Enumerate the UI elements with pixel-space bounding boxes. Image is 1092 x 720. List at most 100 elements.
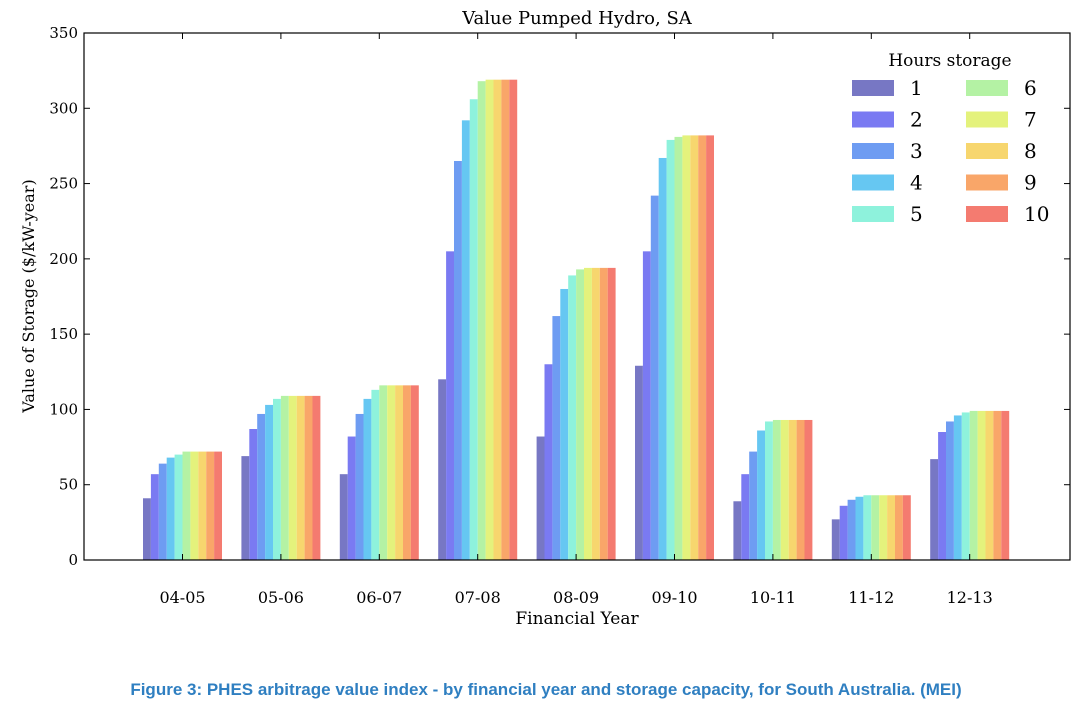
bar-05-06-h6 <box>280 395 289 560</box>
bar-10-11-h3 <box>749 451 758 560</box>
bar-10-11-h6 <box>772 419 781 560</box>
y-tick-label: 200 <box>49 250 78 268</box>
bar-06-07-h1 <box>339 474 348 560</box>
legend-label-4: 4 <box>910 171 923 195</box>
bar-12-13-h7 <box>977 410 986 560</box>
bar-07-08-h1 <box>438 379 447 560</box>
bars-group <box>143 79 1010 561</box>
bar-09-10-h4 <box>658 157 667 560</box>
bar-06-07-h10 <box>410 385 419 560</box>
bar-10-11-h4 <box>757 430 765 560</box>
bar-07-08-h4 <box>461 120 470 560</box>
bar-11-12-h6 <box>871 495 880 560</box>
bar-09-10-h9 <box>698 135 707 560</box>
bar-08-09-h5 <box>568 275 577 560</box>
legend-label-9: 9 <box>1024 171 1037 195</box>
legend-swatch-9 <box>966 174 1008 191</box>
bar-06-07-h7 <box>387 385 396 560</box>
bar-12-13-h2 <box>938 432 946 560</box>
bar-07-08-h6 <box>477 81 486 561</box>
legend-label-7: 7 <box>1024 108 1037 132</box>
legend-swatch-8 <box>966 143 1008 159</box>
legend-swatch-3 <box>852 143 894 159</box>
y-tick-label: 300 <box>49 99 78 117</box>
bar-12-13-h1 <box>930 459 939 560</box>
bar-07-08-h9 <box>501 79 510 561</box>
bar-05-06-h3 <box>257 413 266 560</box>
bar-11-12-h2 <box>839 505 848 560</box>
bar-11-12-h9 <box>895 495 903 560</box>
bar-07-08-h2 <box>446 251 454 560</box>
bar-09-10-h1 <box>635 365 643 560</box>
bar-12-13-h4 <box>953 415 962 560</box>
x-axis: 04-05 05-06 06-07 07-08 08-09 09-10 10-11 11-12… <box>159 33 993 607</box>
bar-10-11-h5 <box>765 421 773 560</box>
x-tick-label: 04-05 <box>159 588 205 607</box>
x-tick-label: 06-07 <box>356 588 402 607</box>
bar-07-08-h10 <box>509 79 518 561</box>
bar-08-09-h9 <box>599 267 608 560</box>
x-tick-label: 12-13 <box>947 588 993 607</box>
x-tick-label: 09-10 <box>651 588 697 607</box>
legend-swatch-2 <box>852 111 894 128</box>
bar-12-13-h5 <box>961 412 970 560</box>
bar-10-11-h7 <box>780 419 789 560</box>
bar-12-13-h3 <box>946 421 954 560</box>
bar-06-07-h8 <box>395 385 403 560</box>
bar-10-11-h1 <box>733 501 742 560</box>
bar-11-12-h5 <box>863 495 872 560</box>
legend-label-2: 2 <box>910 108 923 132</box>
chart-title: Value Pumped Hydro, SA <box>461 8 693 29</box>
bar-09-10-h6 <box>674 136 683 560</box>
bar-05-06-h9 <box>304 395 313 560</box>
bar-06-07-h4 <box>363 398 372 560</box>
y-tick-label: 250 <box>49 175 78 193</box>
bar-07-08-h3 <box>454 160 462 561</box>
bar-08-09-h8 <box>591 267 600 560</box>
bar-04-05-h6 <box>182 451 191 560</box>
bar-10-11-h9 <box>796 419 805 560</box>
legend-swatch-6 <box>966 80 1008 96</box>
x-tick-label: 08-09 <box>553 588 599 607</box>
bar-11-12-h8 <box>887 495 895 560</box>
bar-04-05-h3 <box>158 463 167 560</box>
bar-04-05-h1 <box>143 498 151 560</box>
bar-10-11-h10 <box>804 419 813 560</box>
x-tick-label: 07-08 <box>455 588 501 607</box>
bar-09-10-h10 <box>706 135 714 560</box>
legend-label-5: 5 <box>910 202 923 226</box>
bar-09-10-h7 <box>682 135 691 560</box>
bar-12-13-h8 <box>985 410 994 560</box>
bar-06-07-h3 <box>355 413 364 560</box>
legend-label-8: 8 <box>1024 139 1037 163</box>
bar-11-12-h4 <box>855 496 864 560</box>
bar-05-06-h5 <box>273 398 281 560</box>
bar-08-09-h4 <box>560 288 569 560</box>
y-tick-label: 0 <box>68 551 78 569</box>
bar-08-09-h3 <box>552 316 561 560</box>
bar-05-06-h4 <box>265 404 273 560</box>
y-axis: 0 50 100 150 200 250 300 350 <box>49 24 1070 569</box>
bar-04-05-h2 <box>150 474 159 560</box>
y-axis-label: Value of Storage ($/kW-year) <box>19 179 38 413</box>
bar-04-05-h4 <box>166 457 175 560</box>
bar-08-09-h2 <box>544 364 553 560</box>
bar-08-09-h7 <box>584 267 592 560</box>
bar-09-10-h5 <box>666 139 675 560</box>
y-tick-label: 350 <box>49 24 78 42</box>
bar-08-09-h10 <box>607 267 616 560</box>
y-tick-label: 50 <box>59 476 78 494</box>
x-tick-label: 10-11 <box>750 588 796 607</box>
legend-label-6: 6 <box>1024 76 1037 100</box>
x-axis-label: Financial Year <box>515 609 639 629</box>
bar-12-13-h6 <box>969 410 978 560</box>
bar-10-11-h8 <box>788 419 797 560</box>
legend-swatch-10 <box>966 206 1008 222</box>
bar-10-11-h2 <box>741 474 750 560</box>
bar-12-13-h9 <box>993 410 1002 560</box>
legend-swatch-4 <box>852 174 894 191</box>
bar-05-06-h7 <box>288 395 297 560</box>
legend-swatch-5 <box>852 206 894 222</box>
bar-08-09-h1 <box>536 436 545 560</box>
legend-title: Hours storage <box>888 51 1011 71</box>
